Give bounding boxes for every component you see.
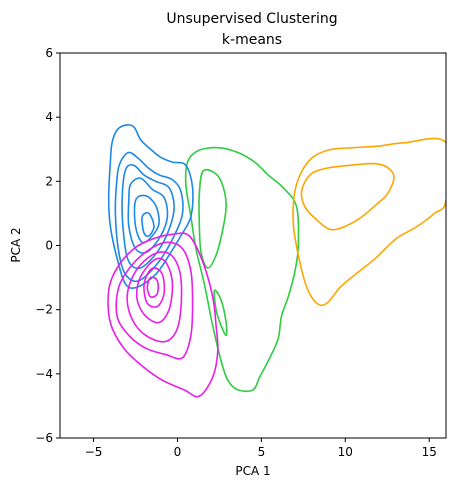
y-tick-label: 0 <box>45 239 53 253</box>
cluster-1-contour-3 <box>135 257 174 324</box>
cluster-0-contour-0 <box>107 124 194 289</box>
x-tick-label: 5 <box>258 445 266 459</box>
cluster-0-contour-2 <box>121 164 175 270</box>
cluster-2-contour-2 <box>213 289 228 337</box>
cluster-0-contour-1 <box>114 151 184 283</box>
cluster-1-contour-5 <box>146 276 159 298</box>
y-tick-label: −6 <box>35 431 53 445</box>
x-axis-label: PCA 1 <box>235 464 270 478</box>
cluster-1-contour-1 <box>115 241 194 360</box>
contour-layer <box>107 124 446 398</box>
cluster-1-contour-2 <box>126 251 183 343</box>
y-tick-label: −2 <box>35 303 53 317</box>
x-tick-label: 15 <box>422 445 437 459</box>
cluster-1-contour-0 <box>107 232 219 398</box>
cluster-3-contour-0 <box>292 137 446 307</box>
cluster-0-contour-4 <box>133 194 160 244</box>
y-tick-label: −4 <box>35 367 53 381</box>
cluster-1-contour-4 <box>143 267 166 308</box>
y-axis: −6 −4 −2 0 2 4 6 <box>35 46 60 445</box>
cluster-2-contour-0 <box>184 146 300 393</box>
cluster-3-contour-1 <box>300 162 395 231</box>
y-tick-label: 6 <box>45 46 53 60</box>
y-axis-label: PCA 2 <box>9 227 23 262</box>
chart-subtitle: k-means <box>222 32 282 48</box>
y-tick-label: 2 <box>45 174 53 188</box>
x-tick-label: −5 <box>85 445 103 459</box>
y-tick-label: 4 <box>45 110 53 124</box>
cluster-0-contour-5 <box>141 211 155 238</box>
cluster-2-contour-1 <box>198 168 227 269</box>
chart-title: Unsupervised Clustering <box>166 11 337 27</box>
x-tick-label: 0 <box>174 445 182 459</box>
x-tick-label: 10 <box>338 445 353 459</box>
x-axis: −5 0 5 10 15 <box>85 438 437 459</box>
